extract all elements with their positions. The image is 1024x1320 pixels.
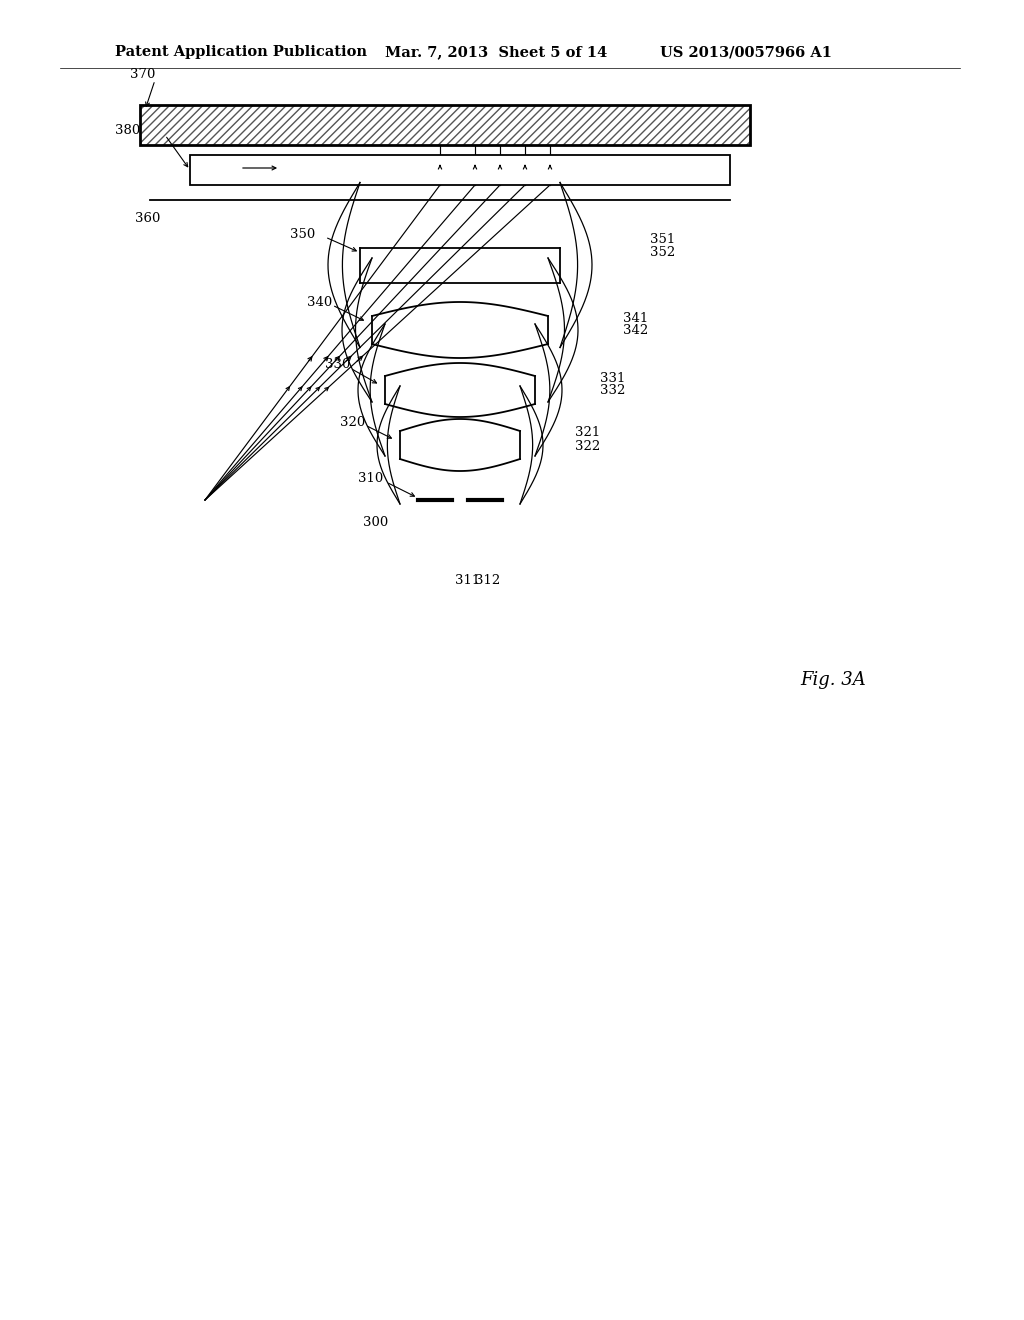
Text: 330: 330 — [325, 359, 350, 371]
Text: 340: 340 — [307, 296, 332, 309]
Text: Patent Application Publication: Patent Application Publication — [115, 45, 367, 59]
Text: US 2013/0057966 A1: US 2013/0057966 A1 — [660, 45, 831, 59]
Text: 350: 350 — [290, 228, 315, 242]
Text: 341: 341 — [623, 312, 648, 325]
Text: 311: 311 — [455, 573, 480, 586]
Bar — [140, 106, 750, 145]
Text: 342: 342 — [623, 325, 648, 338]
Bar — [140, 106, 750, 145]
Text: 321: 321 — [575, 426, 600, 440]
Text: 322: 322 — [575, 440, 600, 453]
Text: 370: 370 — [130, 69, 156, 82]
Text: 332: 332 — [600, 384, 626, 397]
Text: 300: 300 — [362, 516, 388, 528]
Text: 331: 331 — [600, 371, 626, 384]
Text: 360: 360 — [135, 211, 161, 224]
Text: 310: 310 — [358, 471, 383, 484]
Text: 312: 312 — [475, 573, 501, 586]
Text: 352: 352 — [650, 246, 675, 259]
Text: 320: 320 — [340, 417, 366, 429]
Bar — [140, 106, 750, 145]
Text: 351: 351 — [650, 234, 675, 246]
Text: 380: 380 — [115, 124, 140, 136]
Bar — [190, 154, 730, 185]
Text: Fig. 3A: Fig. 3A — [800, 671, 865, 689]
Text: Mar. 7, 2013  Sheet 5 of 14: Mar. 7, 2013 Sheet 5 of 14 — [385, 45, 607, 59]
